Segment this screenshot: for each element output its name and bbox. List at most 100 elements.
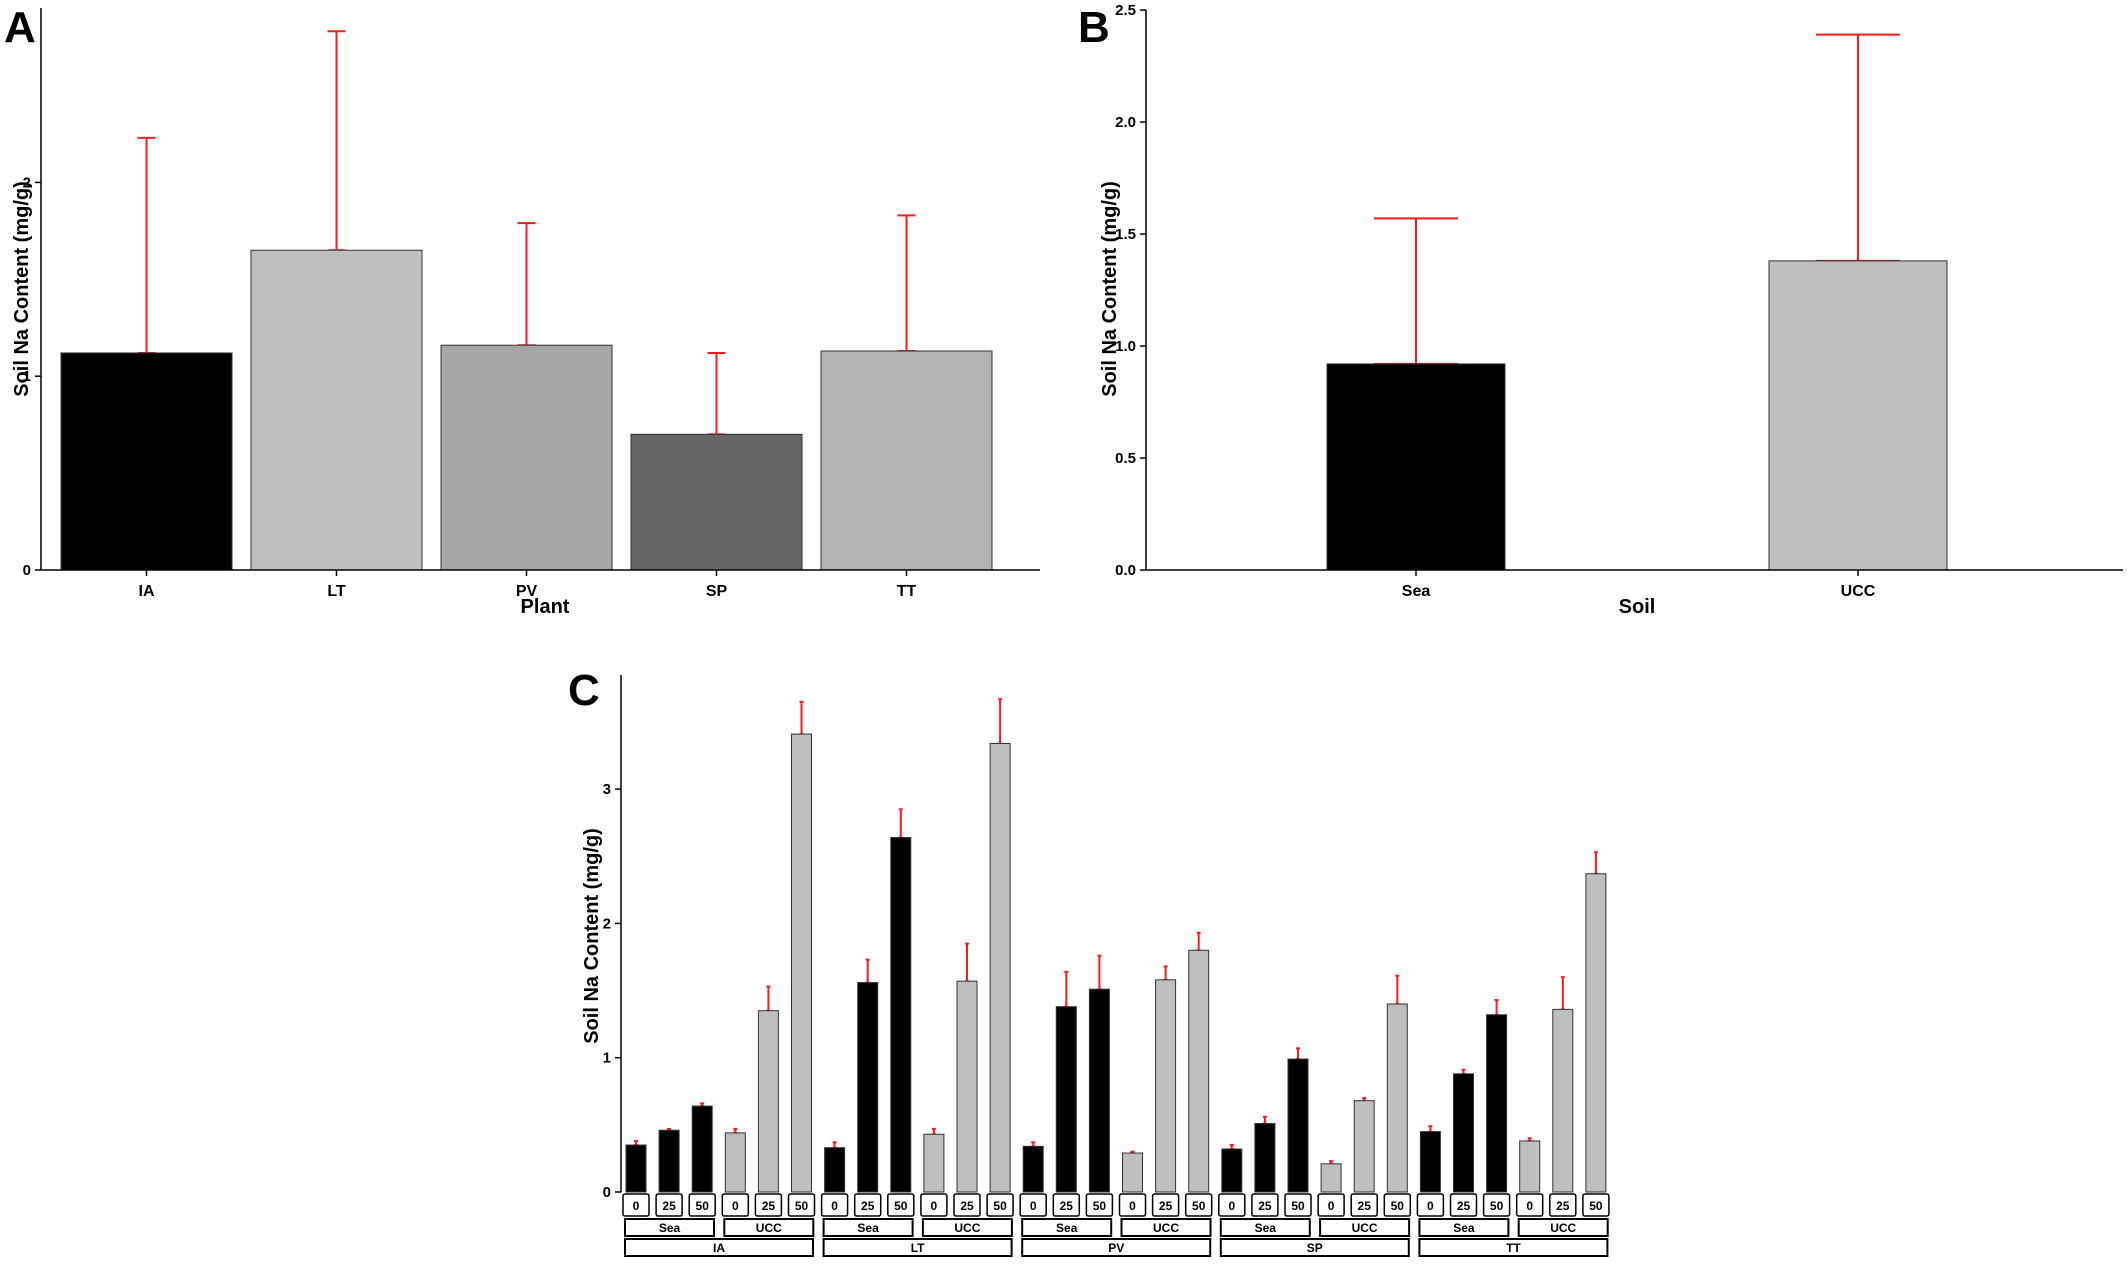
panel-label-c: C	[568, 666, 600, 715]
b-bar	[1768, 260, 1948, 571]
c-concentration-label: 25	[662, 1199, 676, 1213]
c-concentration-label: 25	[1258, 1199, 1272, 1213]
c-soil-strip	[1418, 1218, 1510, 1237]
c-concentration-label: 25	[1060, 1199, 1074, 1213]
c-bar	[691, 1105, 713, 1193]
c-concentration-box	[1449, 1193, 1478, 1217]
c-concentration-box	[853, 1193, 882, 1217]
b-x-tick-label: Sea	[1402, 583, 1431, 600]
c-concentration-box	[688, 1193, 716, 1217]
c-concentration-label: 0	[1228, 1199, 1235, 1213]
a-y-tick-label: 0	[23, 562, 31, 579]
c-plant-label: PV	[1108, 1241, 1124, 1255]
a-bar	[630, 433, 803, 571]
c-bar	[824, 1147, 846, 1193]
a-x-tick-label: TT	[897, 583, 917, 600]
c-soil-label: Sea	[1056, 1221, 1078, 1235]
c-plant-label: TT	[1506, 1241, 1521, 1255]
c-bar	[1022, 1145, 1044, 1193]
c-plant-strip	[1021, 1238, 1212, 1257]
panel-label-b: B	[1078, 3, 1110, 52]
c-bar	[857, 982, 879, 1193]
a-x-tick-label: SP	[706, 583, 728, 600]
c-concentration-box	[622, 1193, 650, 1217]
c-soil-strip	[822, 1218, 914, 1237]
c-bar	[1221, 1148, 1243, 1193]
c-bar	[791, 733, 812, 1193]
c-soil-label: Sea	[1255, 1221, 1277, 1235]
c-concentration-label: 0	[931, 1199, 938, 1213]
c-bar	[890, 836, 912, 1193]
chart-c: 0 25 50 Sea 0 25 50 UCC IA 0 25 50 Sea 0 25 50 UCC LT 0 25 5…	[581, 675, 1610, 1257]
c-soil-label: UCC	[756, 1221, 782, 1235]
c-concentration-box	[1549, 1193, 1577, 1217]
c-concentration-label: 0	[831, 1199, 838, 1213]
c-concentration-label: 0	[633, 1199, 640, 1213]
c-bar	[1055, 1006, 1077, 1193]
c-concentration-label: 50	[1391, 1199, 1405, 1213]
c-concentration-label: 50	[894, 1199, 908, 1213]
c-soil-strip	[1319, 1218, 1411, 1237]
b-y-tick-label: 2.5	[1115, 2, 1136, 19]
c-concentration-box	[1317, 1193, 1345, 1217]
c-soil-label: UCC	[1153, 1221, 1179, 1235]
a-x-tick-label: LT	[327, 583, 346, 600]
c-concentration-box	[953, 1193, 981, 1217]
c-plant-strip	[822, 1238, 1013, 1257]
c-concentration-box	[754, 1193, 783, 1217]
c-concentration-box	[1582, 1193, 1610, 1217]
c-concentration-box	[1416, 1193, 1445, 1217]
c-y-tick-label: 0	[603, 1184, 611, 1201]
a-bar	[250, 249, 423, 571]
c-concentration-label: 0	[1129, 1199, 1136, 1213]
c-concentration-box	[1085, 1193, 1114, 1217]
chart-a: IA LT PV SP TT 0 1 2 Plant Soil Na Content (mg/g)	[11, 8, 1040, 618]
c-concentration-label: 0	[732, 1199, 739, 1213]
c-bar	[1552, 1008, 1574, 1193]
c-bar	[1287, 1058, 1309, 1193]
c-soil-label: UCC	[1352, 1221, 1378, 1235]
c-concentration-label: 50	[1093, 1199, 1107, 1213]
c-concentration-box	[721, 1193, 750, 1217]
c-concentration-box	[1118, 1193, 1147, 1217]
c-bar	[1254, 1123, 1276, 1193]
c-concentration-box	[1251, 1193, 1279, 1217]
a-y-tick-label: 1	[23, 368, 31, 385]
c-y-tick-label: 1	[603, 1050, 611, 1067]
b-y-tick-label: 1.5	[1115, 226, 1136, 243]
c-bar	[1122, 1152, 1143, 1193]
c-concentration-box	[1052, 1193, 1081, 1217]
a-bar	[60, 352, 233, 571]
a-bar	[440, 344, 613, 571]
c-concentration-label: 50	[993, 1199, 1007, 1213]
a-x-tick-label: IA	[139, 583, 155, 600]
c-bar	[989, 742, 1011, 1193]
c-soil-strip	[1219, 1218, 1311, 1237]
c-concentration-label: 0	[1427, 1199, 1434, 1213]
c-concentration-box	[920, 1193, 948, 1217]
c-soil-strip	[921, 1218, 1013, 1237]
c-concentration-box	[887, 1193, 915, 1217]
chart-b: Sea UCC 0.0 0.5 1.0 1.5 2.0 2.5 Soil Soil Na Cont…	[1099, 2, 2123, 618]
c-concentration-label: 50	[1490, 1199, 1504, 1213]
c-soil-label: Sea	[1453, 1221, 1475, 1235]
c-concentration-label: 0	[1526, 1199, 1533, 1213]
panel-label-a: A	[4, 3, 36, 52]
c-soil-label: UCC	[954, 1221, 980, 1235]
c-concentration-box	[820, 1193, 849, 1217]
c-concentration-label: 0	[1328, 1199, 1335, 1213]
c-y-tick-label: 3	[603, 781, 611, 798]
c-plant-label: LT	[911, 1241, 925, 1255]
c-concentration-box	[655, 1193, 683, 1217]
b-bar	[1326, 363, 1506, 571]
c-soil-strip	[723, 1218, 815, 1237]
c-concentration-label: 50	[696, 1199, 710, 1213]
c-concentration-label: 25	[960, 1199, 974, 1213]
c-y-axis-title: Soil Na Content (mg/g)	[581, 828, 603, 1044]
c-y-tick-label: 2	[603, 915, 611, 932]
c-concentration-box	[1184, 1193, 1213, 1217]
c-bar	[956, 980, 978, 1193]
c-bar	[1155, 979, 1177, 1193]
c-plant-label: IA	[713, 1241, 725, 1255]
